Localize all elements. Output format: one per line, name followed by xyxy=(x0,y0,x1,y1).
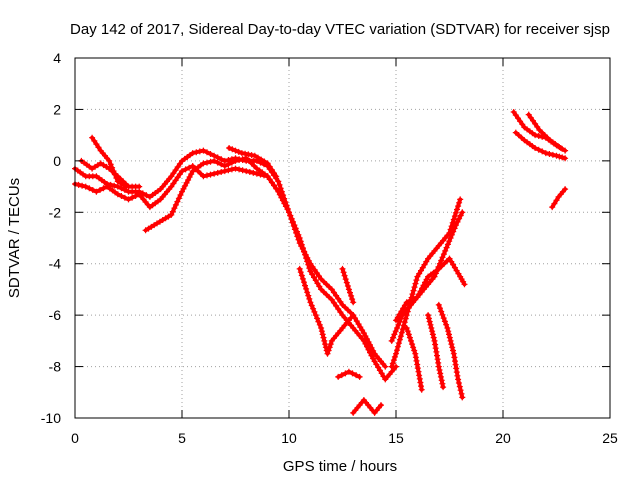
data-segment-8 xyxy=(339,265,357,306)
tick-labels: 0 5 10 15 20 25 -10 -8 -6 -4 -2 0 2 4 xyxy=(41,50,618,446)
y-tick-label: -6 xyxy=(49,307,62,323)
data-markers xyxy=(335,368,363,380)
data-markers xyxy=(393,255,468,324)
data-markers xyxy=(435,301,466,401)
data-markers xyxy=(350,397,384,416)
data-markers xyxy=(296,265,357,357)
data-markers xyxy=(72,163,399,383)
data-trace xyxy=(351,398,383,415)
data-segment-19 xyxy=(549,186,569,211)
x-tick-label: 20 xyxy=(495,430,511,446)
data-segment-17 xyxy=(512,129,569,162)
grid xyxy=(75,58,610,418)
y-tick-label: -4 xyxy=(49,256,62,272)
data-segment-18 xyxy=(525,111,564,151)
x-tick-label: 25 xyxy=(602,430,618,446)
data-segment-15 xyxy=(435,301,466,401)
data-segment-14 xyxy=(425,312,447,391)
y-axis-title: SDTVAR / TECUs xyxy=(6,178,23,298)
chart-title: Day 142 of 2017, Sidereal Day-to-day VTE… xyxy=(70,21,610,38)
data-segment-5 xyxy=(226,145,280,180)
y-tick-label: -8 xyxy=(49,359,62,375)
y-tick-label: 0 xyxy=(53,153,61,169)
data-segment-0 xyxy=(72,163,399,383)
data-segment-3 xyxy=(89,134,130,190)
y-tick-label: -2 xyxy=(49,204,62,220)
y-tick-label: 4 xyxy=(53,50,61,66)
data-segment-4 xyxy=(142,155,271,234)
data-markers xyxy=(512,129,569,162)
y-tick-label: -10 xyxy=(41,410,61,426)
x-tick-label: 0 xyxy=(71,430,79,446)
data-segment-7 xyxy=(335,368,363,380)
data-markers xyxy=(339,265,357,306)
data-segment-13 xyxy=(403,325,425,393)
plot-frame xyxy=(74,57,611,419)
x-axis-title: GPS time / hours xyxy=(283,458,397,475)
data-markers xyxy=(549,186,569,211)
data-markers xyxy=(403,325,425,393)
x-tick-label: 10 xyxy=(281,430,297,446)
data-markers xyxy=(89,134,130,190)
data-markers xyxy=(142,155,271,234)
x-tick-label: 15 xyxy=(388,430,404,446)
data-segment-9 xyxy=(350,397,384,416)
y-tick-label: 2 xyxy=(53,101,61,117)
data-markers xyxy=(425,312,447,391)
data-markers xyxy=(226,145,280,180)
data-segment-12 xyxy=(393,255,468,324)
data-segment-6 xyxy=(296,265,357,357)
ticks xyxy=(74,57,611,419)
data-layer xyxy=(72,109,569,416)
data-markers xyxy=(525,111,564,151)
x-tick-label: 5 xyxy=(178,430,186,446)
